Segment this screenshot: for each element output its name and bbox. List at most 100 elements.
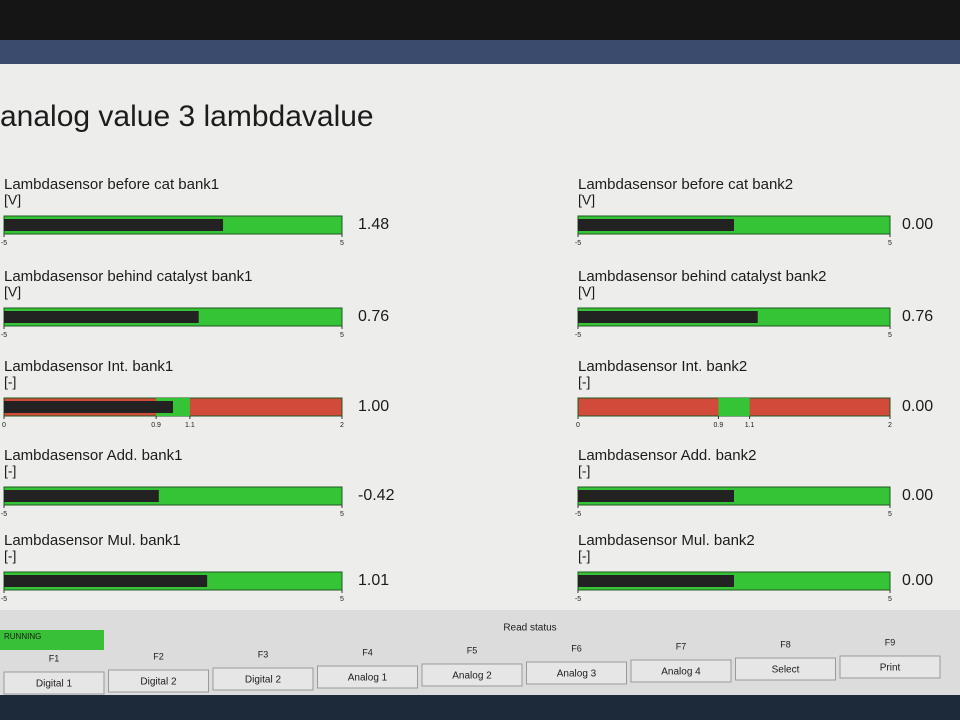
fkey-button[interactable] — [212, 667, 314, 691]
gauge-unit: [-] — [4, 548, 16, 564]
fkey-button[interactable] — [108, 669, 209, 693]
gauge-tick-label: -5 — [1, 332, 7, 339]
gauge-ok-zone — [718, 398, 750, 416]
fkey-name: F1 — [49, 653, 60, 663]
gauge-label: Lambdasensor behind catalyst bank1 — [4, 268, 253, 285]
gauge-tick-label: 0 — [576, 422, 580, 429]
gauge-value: 0.76 — [902, 308, 933, 325]
fkey-label: Analog 1 — [348, 673, 388, 684]
gauge-label: Lambdasensor behind catalyst bank2 — [578, 268, 827, 285]
gauge-tick-label: 0.9 — [151, 422, 161, 429]
fkey-button[interactable] — [317, 665, 418, 689]
gauge-bar — [4, 219, 224, 231]
gauge-value: 0.00 — [902, 487, 933, 504]
gauge-tick-label: -5 — [575, 240, 581, 247]
gauge-value: -0.42 — [358, 487, 395, 504]
fkey-button[interactable] — [3, 671, 105, 695]
gauge-tick-label: 5 — [888, 596, 892, 603]
gauge-value: 1.01 — [358, 572, 389, 589]
gauge-unit: [-] — [4, 463, 16, 479]
gauge-bar — [578, 219, 734, 231]
page-title: analog value 3 lambdavalue — [0, 100, 374, 133]
gauge-label: Lambdasensor Add. bank1 — [4, 447, 182, 464]
gauge-unit: [-] — [578, 463, 590, 479]
gauge-unit: [V] — [4, 284, 21, 300]
gauge-label: Lambdasensor Mul. bank1 — [4, 532, 181, 549]
fkey-name: F7 — [676, 641, 687, 651]
gauge-tick-label: 2 — [888, 422, 892, 429]
fkey-button[interactable] — [421, 663, 523, 687]
gauge-tick-label: 0 — [2, 422, 6, 429]
fkey-button[interactable] — [735, 657, 836, 681]
gauge-tick-label: 2 — [340, 422, 344, 429]
gauge-tick-label: 1.1 — [745, 422, 755, 429]
gauge-bar — [4, 311, 199, 323]
gauge-bar — [4, 401, 173, 413]
gauge-unit: [-] — [578, 374, 590, 390]
gauge-value: 0.00 — [902, 398, 933, 415]
fkey-label: Analog 2 — [452, 671, 492, 682]
gauge-tick-label: 5 — [340, 511, 344, 518]
gauge-value: 1.48 — [358, 216, 389, 233]
gauge-label: Lambdasensor before cat bank2 — [578, 176, 793, 193]
status-indicator — [0, 630, 104, 650]
gauge-label: Lambdasensor Int. bank1 — [4, 358, 173, 375]
gauge-tick-label: -5 — [1, 240, 7, 247]
gauge-tick-label: 5 — [888, 240, 892, 247]
gauge-bar — [4, 490, 159, 502]
gauge-tick-label: -5 — [575, 332, 581, 339]
status-state: RUNNING — [4, 632, 41, 641]
fkey-name: F5 — [467, 645, 478, 655]
gauge-bar — [578, 490, 734, 502]
gauge-tick-label: -5 — [575, 596, 581, 603]
fkey-name: F4 — [362, 647, 373, 657]
gauge-tick-label: 5 — [340, 596, 344, 603]
gauge-tick-label: 5 — [888, 511, 892, 518]
fkey-label: Select — [772, 665, 800, 676]
gauge-tick-label: 5 — [340, 332, 344, 339]
gauge-unit: [V] — [4, 192, 21, 208]
gauge-label: Lambdasensor before cat bank1 — [4, 176, 219, 193]
fkey-name: F6 — [571, 643, 582, 653]
gauge-bar — [578, 311, 758, 323]
gauge-tick-label: 5 — [888, 332, 892, 339]
fkey-label: Analog 4 — [661, 667, 701, 678]
fkey-name: F2 — [153, 651, 164, 661]
gauge-value: 0.76 — [358, 308, 389, 325]
fkey-name: F3 — [258, 649, 269, 659]
gauge-tick-label: -5 — [1, 596, 7, 603]
fkey-label: Print — [880, 663, 901, 674]
taskbar — [0, 695, 960, 720]
status-heading: Read status — [503, 623, 556, 634]
gauge-unit: [-] — [578, 548, 590, 564]
gauge-tick-label: -5 — [1, 511, 7, 518]
gauge-tick-label: -5 — [575, 511, 581, 518]
fkey-name: F8 — [780, 639, 791, 649]
gauge-unit: [-] — [4, 374, 16, 390]
gauge-value: 1.00 — [358, 398, 389, 415]
fkey-label: Digital 1 — [36, 679, 73, 690]
gauge-label: Lambdasensor Mul. bank2 — [578, 532, 755, 549]
fkey-label: Digital 2 — [140, 677, 177, 688]
gauge-value: 0.00 — [902, 216, 933, 233]
gauge-bar — [4, 575, 208, 587]
fkey-button[interactable] — [526, 661, 627, 685]
gauge-bar — [578, 575, 734, 587]
gauge-tick-label: 0.9 — [714, 422, 724, 429]
content — [0, 64, 960, 624]
fkey-name: F9 — [885, 637, 896, 647]
gauge-tick-label: 5 — [340, 240, 344, 247]
fkey-label: Digital 2 — [245, 675, 282, 686]
gauge-label: Lambdasensor Add. bank2 — [578, 447, 756, 464]
fkey-label: Analog 3 — [557, 669, 597, 680]
gauge-unit: [V] — [578, 192, 595, 208]
fkey-button[interactable] — [630, 659, 732, 683]
gauge-value: 0.00 — [902, 572, 933, 589]
gauge-label: Lambdasensor Int. bank2 — [578, 358, 747, 375]
gauge-unit: [V] — [578, 284, 595, 300]
title-bar — [0, 40, 960, 64]
gauge-tick-label: 1.1 — [185, 422, 195, 429]
fkey-button[interactable] — [839, 655, 941, 679]
